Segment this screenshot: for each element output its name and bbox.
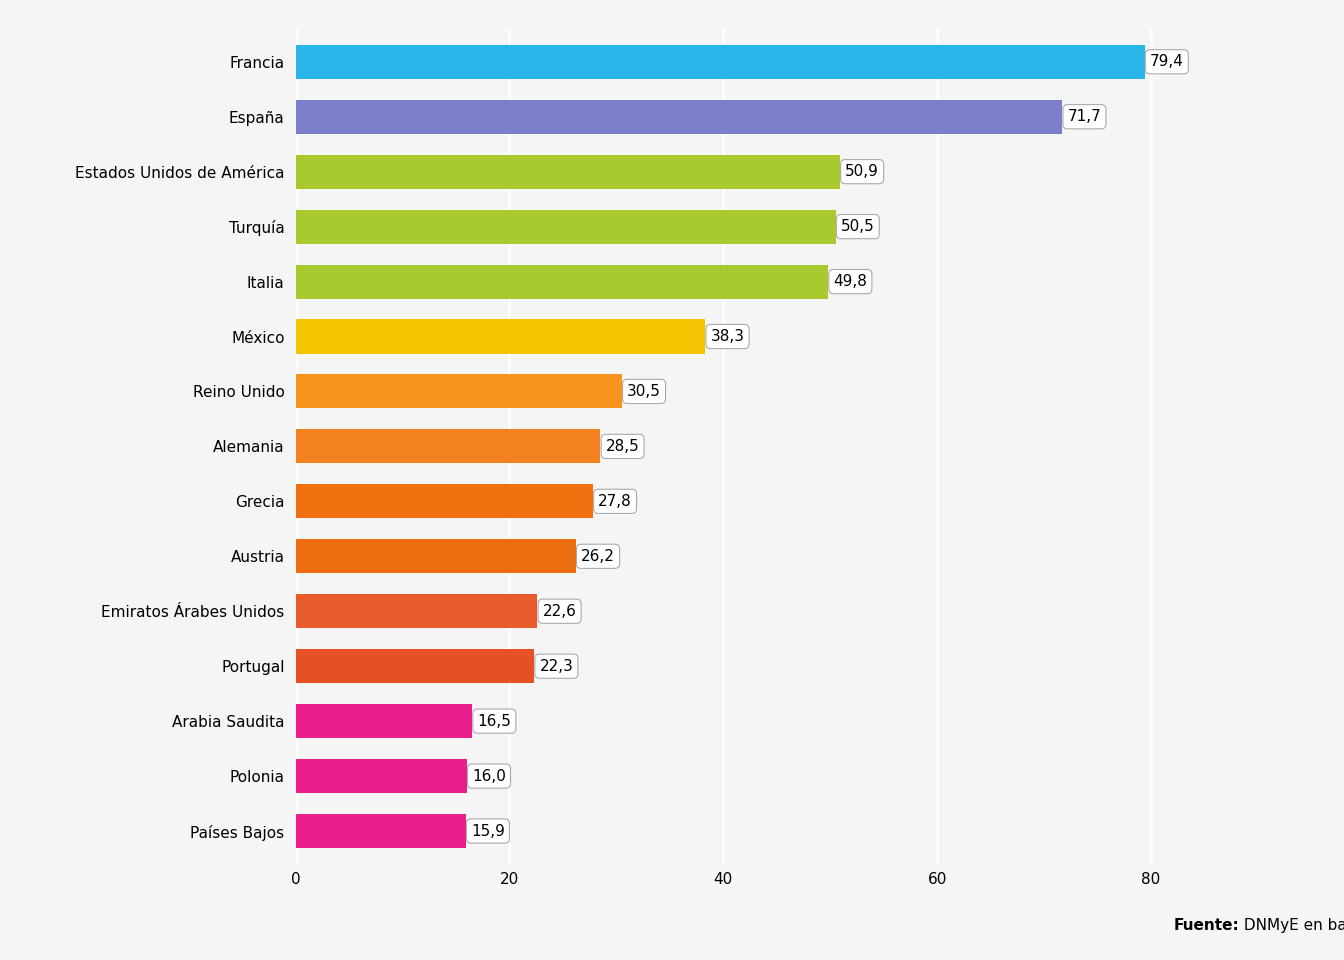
Bar <box>296 649 534 684</box>
Bar <box>296 704 472 738</box>
Bar <box>296 759 466 793</box>
Bar <box>296 209 836 244</box>
Text: 27,8: 27,8 <box>598 493 632 509</box>
Text: 22,6: 22,6 <box>543 604 577 619</box>
Text: 15,9: 15,9 <box>470 824 505 838</box>
Text: 79,4: 79,4 <box>1150 55 1184 69</box>
Text: 30,5: 30,5 <box>628 384 661 399</box>
Text: Fuente:: Fuente: <box>1173 918 1239 933</box>
Bar <box>296 484 593 518</box>
Bar <box>296 814 465 848</box>
Text: 49,8: 49,8 <box>833 274 867 289</box>
Bar <box>296 155 840 189</box>
Text: 50,5: 50,5 <box>841 219 875 234</box>
Text: 50,9: 50,9 <box>845 164 879 180</box>
Bar <box>296 594 538 628</box>
Bar <box>296 100 1062 133</box>
Bar <box>296 265 828 299</box>
Text: 28,5: 28,5 <box>606 439 640 454</box>
Bar <box>296 540 575 573</box>
Text: 26,2: 26,2 <box>581 549 616 564</box>
Text: 16,5: 16,5 <box>477 713 511 729</box>
Text: 71,7: 71,7 <box>1067 109 1101 124</box>
Text: DNMyE en base a OMT: DNMyE en base a OMT <box>1239 918 1344 933</box>
Bar <box>296 429 601 464</box>
Bar <box>296 45 1145 79</box>
Text: 16,0: 16,0 <box>472 769 505 783</box>
Text: 22,3: 22,3 <box>539 659 574 674</box>
Text: 38,3: 38,3 <box>711 329 745 344</box>
Bar <box>296 320 706 353</box>
Bar <box>296 374 622 409</box>
